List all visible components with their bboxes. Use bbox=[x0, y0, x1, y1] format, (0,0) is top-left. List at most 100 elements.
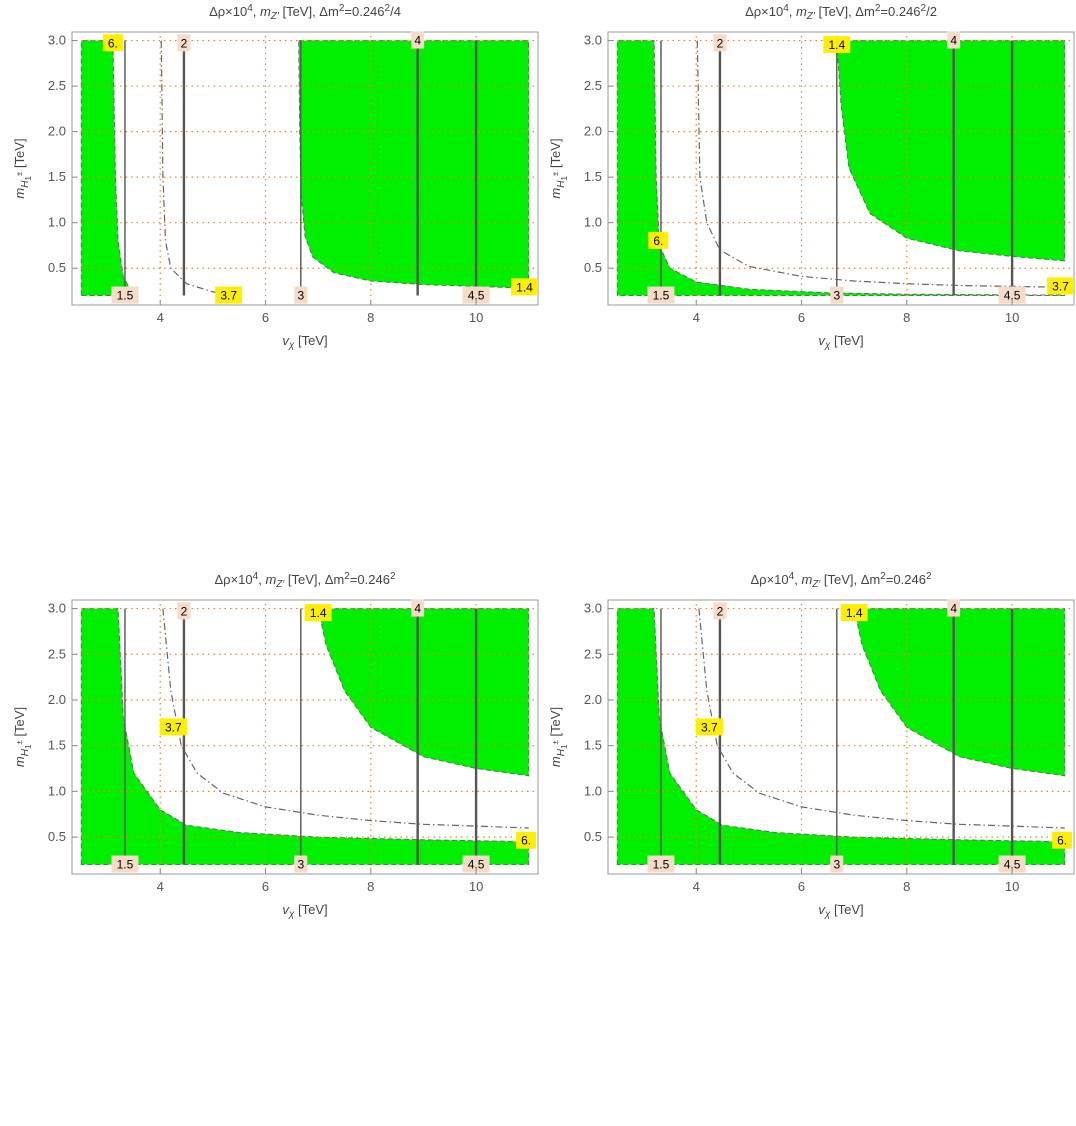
boundary-label: 6. bbox=[516, 831, 537, 849]
contour-label-text: 1.4 bbox=[846, 606, 863, 620]
x-tick-label: 4 bbox=[693, 879, 700, 894]
y-tick-label: 1.0 bbox=[48, 783, 66, 798]
y-tick-label: 1.5 bbox=[48, 738, 66, 753]
contour-label-text: 6. bbox=[521, 834, 531, 848]
contour-label-text: 3.7 bbox=[165, 720, 182, 734]
contour-label-text: 3.7 bbox=[220, 289, 237, 303]
contour-label-text: 4 bbox=[414, 34, 421, 48]
x-tick-label: 6 bbox=[262, 879, 269, 894]
x-tick-label: 10 bbox=[469, 310, 483, 325]
contour-label-bg bbox=[648, 231, 669, 249]
contour-label-bg bbox=[830, 855, 844, 873]
x-axis-label: vχ [TeV] bbox=[818, 333, 863, 351]
contour-label: 2 bbox=[177, 34, 191, 52]
y-tick-label: 2.0 bbox=[584, 124, 602, 139]
boundary-label: 1.4 bbox=[511, 278, 538, 296]
contour-label: 2 bbox=[713, 34, 727, 52]
contour-label: 4.5 bbox=[462, 855, 490, 873]
contour-label-bg bbox=[1052, 831, 1073, 849]
y-tick-label: 1.5 bbox=[48, 169, 66, 184]
contour-label-bg bbox=[215, 286, 243, 304]
contour-label-text: 4.5 bbox=[468, 289, 485, 303]
contour-label-bg bbox=[102, 34, 123, 52]
y-tick-label: 2.0 bbox=[584, 692, 602, 707]
contour-label-bg bbox=[947, 31, 961, 49]
contour-label-bg bbox=[998, 286, 1026, 304]
x-tick-label: 10 bbox=[1005, 879, 1019, 894]
contour-label-bg bbox=[411, 31, 425, 49]
boundary-label: 6. bbox=[1052, 831, 1073, 849]
panel-3: 1.5 2 3 4 4.5 3.7 1.4 6. 4 6 8 10 0.5 1.0 1.5 2.0 2.5 3.0… bbox=[12, 571, 539, 920]
contour-label-text: 6. bbox=[1057, 834, 1067, 848]
contour-label-text: 6. bbox=[653, 234, 663, 248]
boundary-label: 1.4 bbox=[304, 604, 332, 622]
contour-label-bg bbox=[695, 718, 723, 736]
contour-label: 1.5 bbox=[647, 855, 675, 873]
contour-label-text: 4 bbox=[950, 602, 957, 616]
x-tick-label: 8 bbox=[903, 879, 910, 894]
contour-label-text: 6. bbox=[108, 36, 118, 50]
contour-label-bg bbox=[840, 604, 868, 622]
contour-label-text: 2 bbox=[181, 36, 188, 50]
contour-label-text: 1.4 bbox=[828, 38, 845, 52]
contour-label: 2 bbox=[177, 602, 191, 620]
contour-label-bg bbox=[647, 855, 675, 873]
y-tick-label: 2.0 bbox=[48, 124, 66, 139]
x-axis-label: vχ [TeV] bbox=[282, 333, 327, 351]
x-tick-label: 10 bbox=[469, 879, 483, 894]
x-tick-label: 8 bbox=[367, 879, 374, 894]
contour-label-bg bbox=[823, 36, 851, 54]
contour-label: 1.5 bbox=[111, 855, 139, 873]
y-tick-label: 0.5 bbox=[584, 829, 602, 844]
contour-label-bg bbox=[713, 34, 727, 52]
x-axis-label: vχ [TeV] bbox=[818, 902, 863, 920]
x-tick-label: 8 bbox=[367, 310, 374, 325]
contour-label-bg bbox=[304, 604, 332, 622]
panel-1: 1.5 2 3 4 4.5 3.7 6. 1.4 4 6 8 10 0.5 1.0 1.5 2.0 2.5 3.0… bbox=[12, 3, 539, 351]
contour-label-bg bbox=[111, 855, 139, 873]
x-tick-label: 6 bbox=[798, 310, 805, 325]
contour-label: 4.5 bbox=[998, 855, 1026, 873]
boundary-label: 6. bbox=[648, 231, 669, 249]
contour-label-bg bbox=[1047, 277, 1074, 295]
y-tick-label: 3.0 bbox=[584, 33, 602, 48]
contour-label-text: 3 bbox=[833, 289, 840, 303]
green-region bbox=[80, 40, 135, 296]
contour-label: 2 bbox=[713, 602, 727, 620]
panel-title: Δρ×104, mZ′ [TeV], Δm2=0.2462/4 bbox=[209, 3, 401, 22]
contour-label-bg bbox=[998, 855, 1026, 873]
contour-label-bg bbox=[462, 286, 490, 304]
y-tick-label: 1.0 bbox=[584, 783, 602, 798]
y-axis-label: mH1± [TeV] bbox=[12, 138, 33, 198]
contour-label-text: 3.7 bbox=[701, 720, 718, 734]
x-tick-label: 8 bbox=[903, 310, 910, 325]
contour-label-text: 3.7 bbox=[1052, 279, 1069, 293]
contour-label-text: 2 bbox=[717, 36, 724, 50]
contour-label-bg bbox=[411, 599, 425, 617]
green-region bbox=[836, 40, 1066, 262]
contour-label: 4 bbox=[411, 599, 425, 617]
contour-label: 3 bbox=[830, 855, 844, 873]
panel-title: Δρ×104, mZ′ [TeV], Δm2=0.2462 bbox=[215, 571, 396, 590]
dashdot-label: 3.7 bbox=[695, 718, 723, 736]
contour-label-text: 3 bbox=[297, 858, 304, 872]
dashdot-contour bbox=[160, 40, 240, 297]
contour-label-bg bbox=[294, 855, 308, 873]
contour-label-text: 1.4 bbox=[516, 280, 533, 294]
contour-label-text: 4.5 bbox=[468, 858, 485, 872]
contour-label: 4.5 bbox=[462, 286, 490, 304]
contour-label-bg bbox=[177, 34, 191, 52]
boundary-label: 1.4 bbox=[823, 36, 851, 54]
contour-label-bg bbox=[294, 286, 308, 304]
y-tick-label: 2.0 bbox=[48, 692, 66, 707]
x-tick-label: 6 bbox=[262, 310, 269, 325]
y-tick-label: 1.5 bbox=[584, 738, 602, 753]
contour-label: 1.5 bbox=[111, 286, 139, 304]
y-tick-label: 0.5 bbox=[48, 829, 66, 844]
contour-label-text: 3 bbox=[833, 858, 840, 872]
contour-label: 4 bbox=[411, 31, 425, 49]
y-tick-label: 1.0 bbox=[48, 215, 66, 230]
contour-label-bg bbox=[713, 602, 727, 620]
y-tick-label: 2.5 bbox=[48, 646, 66, 661]
contour-label-text: 2 bbox=[717, 604, 724, 618]
